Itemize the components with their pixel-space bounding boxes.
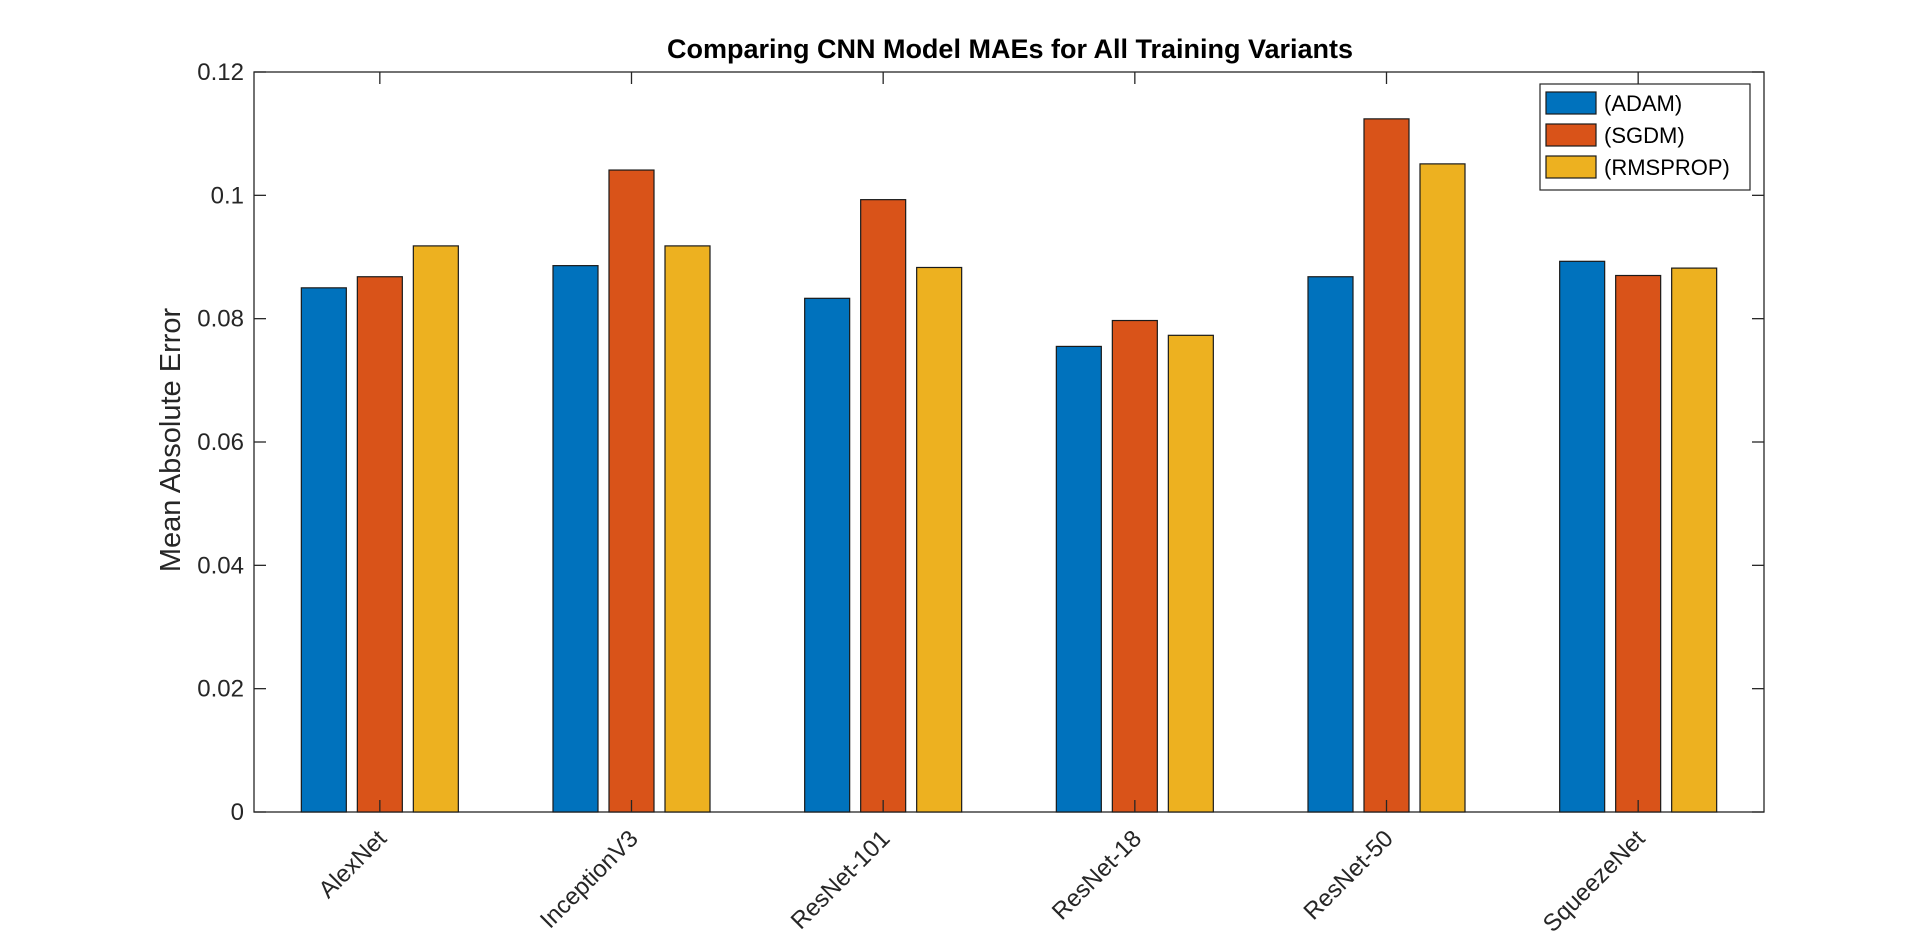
y-axis-label: Mean Absolute Error [155,307,187,572]
bar-resnet-18-adam[interactable] [1055,345,1102,813]
plot-box [253,71,1765,813]
legend-swatch [1545,91,1597,115]
x-tick-label: SqueezeNet [1538,825,1651,936]
legend-entry: (RMSPROP) [1604,155,1730,180]
bar-squeezenet-sgdm[interactable] [1615,274,1662,813]
bar-resnet-50-adam[interactable] [1307,276,1354,813]
bar-resnet-18-sgdm[interactable] [1111,319,1158,813]
y-tick-label: 0 [231,799,244,826]
y-tick-label: 0.08 [197,306,244,333]
bar-inceptionv3-rmsprop[interactable] [664,245,711,813]
legend[interactable]: (ADAM) (SGDM) (RMSPROP) [1539,83,1751,191]
bar-inceptionv3-sgdm[interactable] [608,169,655,813]
legend-swatch [1545,123,1597,147]
bar-resnet-50-rmsprop[interactable] [1419,163,1466,813]
y-tick-label: 0.1 [211,182,244,209]
x-tick-label: InceptionV3 [535,825,644,934]
bar-alexnet-sgdm[interactable] [356,276,403,813]
y-tick-label: 0.02 [197,676,244,703]
y-tick-label: 0.04 [197,552,244,579]
legend-swatch [1545,155,1597,179]
bar-resnet-101-adam[interactable] [804,297,851,813]
bar-alexnet-rmsprop[interactable] [412,245,459,813]
y-tick-label: 0.06 [197,429,244,456]
x-tick-label: ResNet-101 [786,825,896,935]
chart-title: Comparing CNN Model MAEs for All Trainin… [667,34,1353,64]
x-tick-label: ResNet-18 [1047,825,1147,925]
bar-resnet-50-sgdm[interactable] [1363,118,1410,813]
bar-resnet-18-rmsprop[interactable] [1167,334,1214,813]
bar-resnet-101-sgdm[interactable] [860,199,907,813]
y-ticks: 0 0.02 0.04 0.06 0.08 0.1 0.12 [197,59,1764,826]
legend-entry: (SGDM) [1604,123,1685,148]
bar-alexnet-adam[interactable] [300,287,347,813]
y-tick-label: 0.12 [197,59,244,86]
bar-resnet-101-rmsprop[interactable] [916,266,963,813]
legend-entry: (ADAM) [1604,91,1682,116]
bars [300,118,1718,813]
bar-squeezenet-adam[interactable] [1559,260,1606,813]
axes [253,71,1765,813]
x-tick-label: AlexNet [314,825,393,904]
x-tick-label: ResNet-50 [1299,825,1399,925]
bar-inceptionv3-adam[interactable] [552,265,599,813]
bar-squeezenet-rmsprop[interactable] [1671,267,1718,813]
